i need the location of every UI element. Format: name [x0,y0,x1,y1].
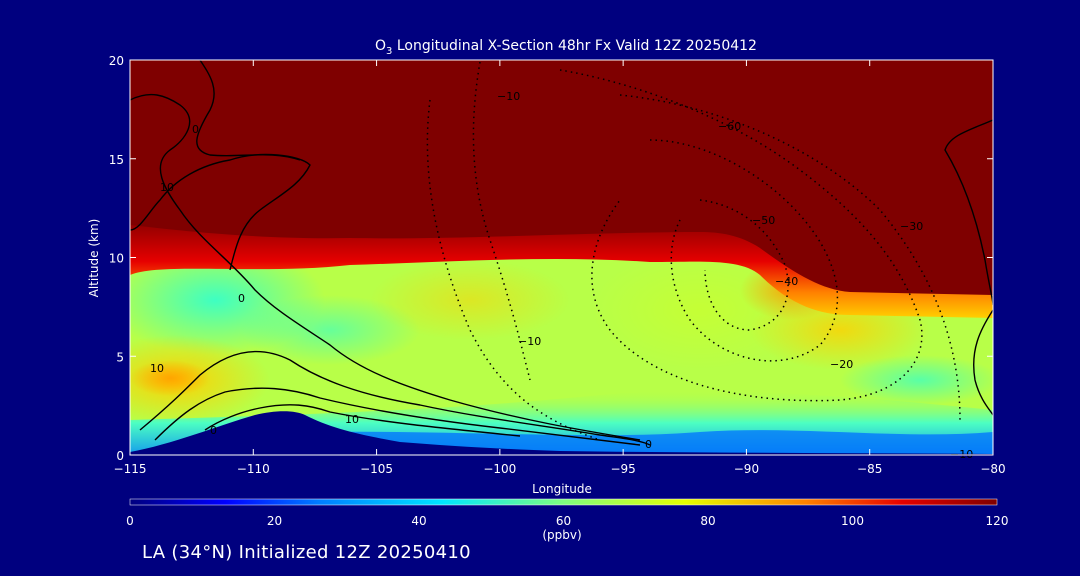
terrain [130,411,993,455]
x-axis: −115 −110 −105 −100 −95 −90 −85 −80 [114,60,1006,476]
contour-label: 10 [345,413,359,426]
contour-east-low [973,309,993,416]
contour-label: −10 [518,335,541,348]
contour-terrain-2 [154,387,641,446]
contour-label: 0 [210,424,217,437]
x-tick-label: −80 [980,462,1005,476]
y-tick-label: 5 [116,350,124,364]
x-tick-label: −95 [610,462,635,476]
colorbar-tick-label: 60 [556,514,571,528]
orange-core-west [130,360,210,396]
x-axis-label: Longitude [532,482,592,496]
yellow-region-central [370,260,570,340]
stratosphere [130,60,993,295]
dotted-contour-e [426,99,601,441]
colorbar-tick-label: 100 [841,514,864,528]
contour-label: −50 [752,214,775,227]
cyan-region-east [840,355,993,405]
x-tick-label: −115 [114,462,147,476]
dotted-contour-b [559,69,923,402]
ozone-field [130,60,993,455]
x-tick-label: −110 [237,462,270,476]
initialization-caption: LA (34°N) Initialized 12Z 20250410 [142,542,471,563]
x-tick-label: −105 [360,462,393,476]
contour-terrain-1 [139,350,651,446]
y-tick-label: 15 [109,153,124,167]
colorbar [129,498,998,506]
x-tick-label: −85 [857,462,882,476]
colorbar-tick-label: 0 [126,514,134,528]
contour-label: 0 [192,123,199,136]
x-tick-label: −90 [734,462,759,476]
contour-east-edge [944,119,993,306]
colorbar-tick-label: 80 [700,514,715,528]
cyan-region-central [240,295,420,365]
y-tick-label: 20 [109,54,124,68]
contour-label: −40 [775,275,798,288]
contour-label: −10 [497,90,520,103]
contour-label: −20 [830,358,853,371]
colorbar-tick-label: 120 [986,514,1009,528]
colorbar-tick-label: 40 [411,514,426,528]
chart-title: O3 Longitudinal X-Section 48hr Fx Valid … [375,38,757,57]
contour-label: −30 [900,220,923,233]
colorbar-tick-label: 20 [267,514,282,528]
dotted-contour-c [649,139,839,362]
y-axis-label: Altitude (km) [87,219,101,298]
contour-label: 10 [160,181,174,194]
contour-0-north [196,60,301,161]
colorbar-units: (ppbv) [542,528,581,542]
y-tick-label: 0 [116,449,124,463]
contour-label: 0 [238,292,245,305]
contour-label: 10 [150,362,164,375]
contour-label: −60 [718,120,741,133]
dotted-contour-f [619,94,961,421]
y-tick-label: 10 [109,252,124,266]
colorbar-ticks: 0 20 40 60 80 100 120 [126,514,1008,528]
y-axis: 0 5 10 15 20 [109,54,993,463]
dotted-contours [426,61,961,441]
contour-terrain-3 [204,404,521,437]
contour-label: 0 [645,438,652,451]
contour-lines [130,60,993,446]
x-tick-label: −100 [483,462,516,476]
contour-0-west [130,93,641,441]
